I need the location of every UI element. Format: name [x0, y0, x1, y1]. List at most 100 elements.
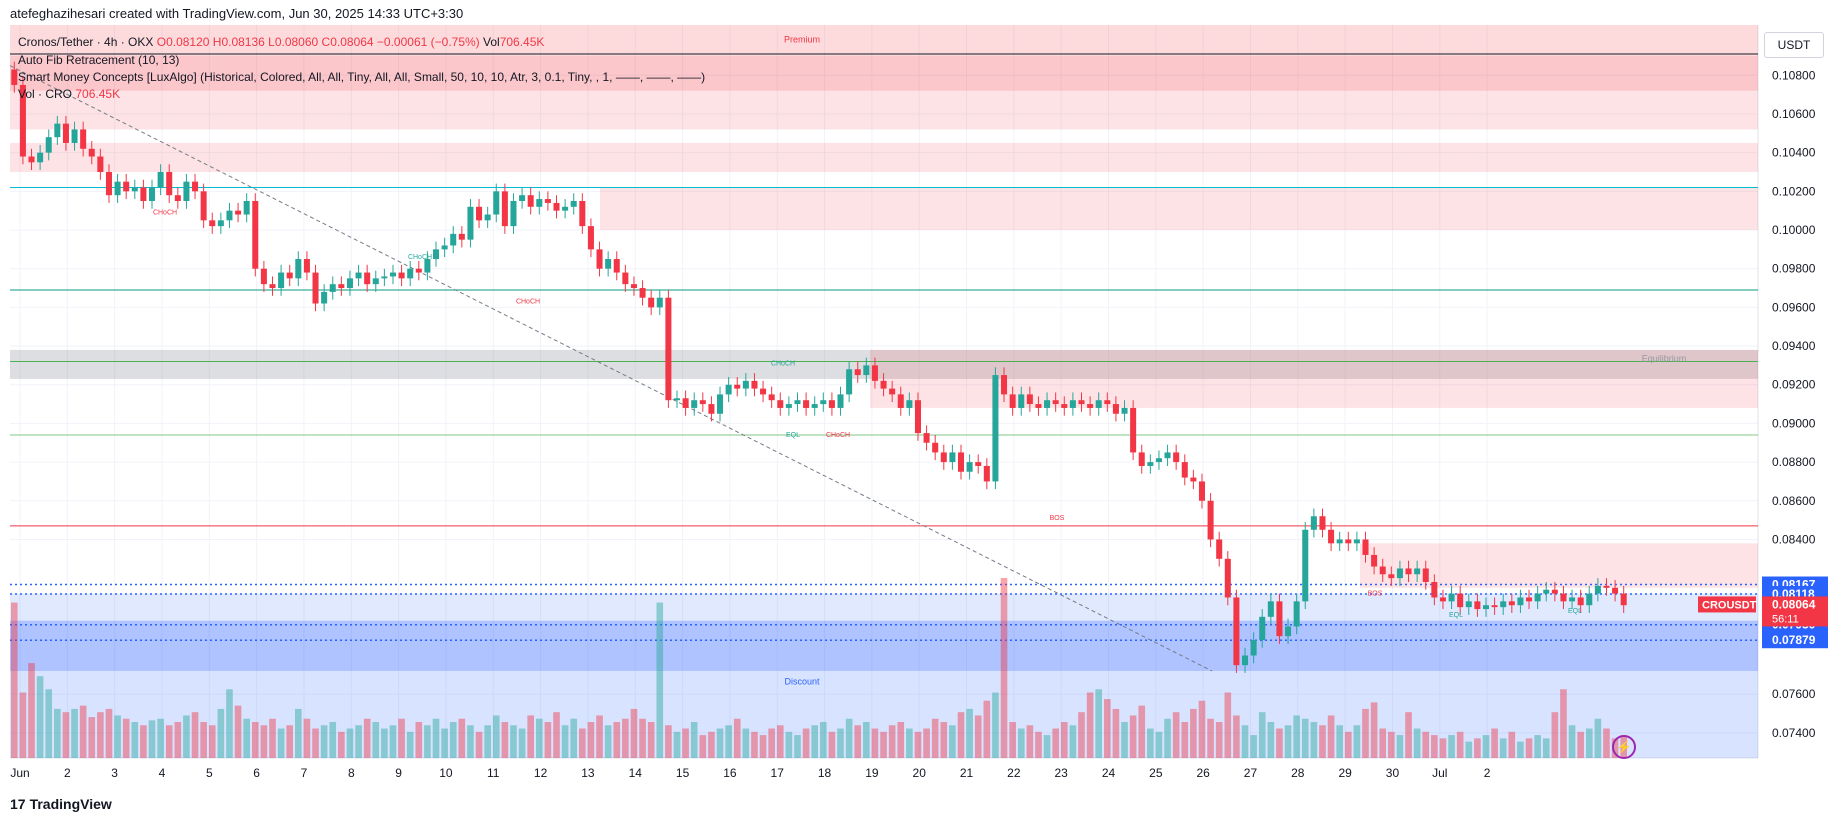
volume-bar	[355, 725, 362, 758]
time-tick-label: 30	[1386, 766, 1400, 780]
candle-body	[450, 233, 457, 246]
candle-body	[1336, 539, 1343, 544]
candle-body	[484, 214, 491, 221]
candle-body	[992, 375, 999, 482]
candle-body	[1431, 582, 1438, 598]
candle-body	[1448, 593, 1455, 602]
candle-body	[1198, 481, 1205, 501]
volume-bar	[914, 731, 922, 758]
candle-body	[243, 200, 250, 215]
candle-body	[949, 452, 956, 463]
candle-body	[226, 210, 233, 221]
volume-bar	[949, 725, 956, 758]
volume-bar	[1431, 735, 1438, 758]
smc-label: CHoCH	[153, 210, 177, 217]
price-tick-label: 0.09800	[1772, 262, 1816, 276]
candle-body	[235, 210, 242, 215]
candle-body	[1130, 407, 1137, 453]
candles	[11, 61, 1627, 673]
candle-body	[415, 268, 422, 273]
candle-body	[656, 297, 663, 308]
candle-body	[501, 191, 508, 227]
last-price-badge	[1762, 596, 1828, 627]
indicator-smc[interactable]: Smart Money Concepts [LuxAlgo] (Historic…	[18, 70, 706, 84]
volume-bar	[527, 715, 534, 758]
indicator-volume[interactable]: Vol · CRO 706.45K	[18, 87, 120, 101]
volume-bar	[802, 728, 810, 758]
candle-body	[940, 452, 947, 463]
candle-body	[1216, 539, 1223, 559]
smc-label: EQL	[1568, 608, 1582, 615]
volume-bar	[1172, 712, 1180, 758]
candle-body	[1482, 605, 1490, 610]
level-badge-label: 0.07879	[1772, 633, 1816, 647]
candle-body	[1620, 593, 1627, 606]
discount-zone	[10, 670, 1758, 758]
candle-body	[433, 249, 440, 260]
volume-bar	[1439, 738, 1447, 758]
volume-bar	[716, 728, 724, 758]
time-tick-label: 13	[581, 766, 595, 780]
volume-bar	[226, 689, 233, 758]
volume-bar	[1060, 722, 1068, 758]
candle-body	[897, 394, 904, 408]
candle-body	[768, 394, 775, 401]
candle-body	[1379, 566, 1386, 575]
volume-bar	[1448, 735, 1455, 758]
volume-bar	[828, 731, 836, 758]
volume-bar	[1422, 731, 1430, 758]
volume-bar	[424, 725, 431, 758]
indicator-fib[interactable]: Auto Fib Retracement (10, 13)	[18, 53, 180, 67]
candle-body	[1594, 585, 1601, 594]
volume-bar	[131, 722, 139, 758]
lightning-icon[interactable]: ⚡	[1612, 735, 1636, 759]
candle-body	[1087, 404, 1094, 408]
volume-bar	[88, 717, 96, 758]
candle-body	[1155, 458, 1162, 463]
candle-body	[957, 452, 965, 472]
time-tick-label: 24	[1102, 766, 1116, 780]
volume-bar	[295, 708, 302, 758]
volume-bar	[682, 728, 689, 758]
volume-bar	[776, 725, 784, 758]
volume-bar	[587, 722, 595, 758]
candle-body	[622, 272, 629, 285]
volume-bar	[174, 722, 182, 758]
candle-body	[811, 404, 818, 408]
volume-bar	[1594, 718, 1602, 758]
volume-bar	[1534, 735, 1541, 758]
volume-bar	[243, 718, 250, 758]
volume-bar	[1551, 712, 1559, 758]
candle-body	[398, 272, 405, 279]
currency-button[interactable]: USDT	[1764, 32, 1824, 58]
volume-bar	[1129, 715, 1137, 758]
volume-bar	[122, 718, 130, 758]
candle-body	[1569, 597, 1576, 602]
volume-bar	[1241, 725, 1249, 758]
volume-bar	[510, 725, 517, 758]
time-tick-label: 3	[111, 766, 118, 780]
smc-label: CHoCH	[771, 360, 795, 367]
candle-body	[777, 400, 784, 408]
volume-bar	[312, 728, 319, 758]
candle-body	[1319, 516, 1326, 530]
candle-body	[605, 259, 612, 269]
candle-body	[837, 394, 844, 408]
time-tick-label: 15	[676, 766, 690, 780]
time-tick-label: 2	[64, 766, 71, 780]
volume-bar	[596, 715, 603, 758]
candle-body	[751, 380, 758, 389]
symbol-name[interactable]: Cronos/Tether · 4h · OKX	[18, 35, 154, 49]
candle-body	[1543, 589, 1550, 594]
volume-bar	[768, 728, 775, 758]
volume-bar	[28, 663, 35, 758]
candle-body	[863, 365, 870, 376]
candle-body	[785, 404, 792, 408]
legend-symbol-row[interactable]: Cronos/Tether · 4h · OKX O0.08120 H0.081…	[18, 35, 544, 49]
volume-bar	[372, 722, 380, 758]
tradingview-footer[interactable]: 17 TradingView	[10, 796, 112, 812]
volume-bar	[604, 725, 612, 758]
candle-body	[1078, 400, 1085, 405]
time-tick-label: 26	[1196, 766, 1210, 780]
